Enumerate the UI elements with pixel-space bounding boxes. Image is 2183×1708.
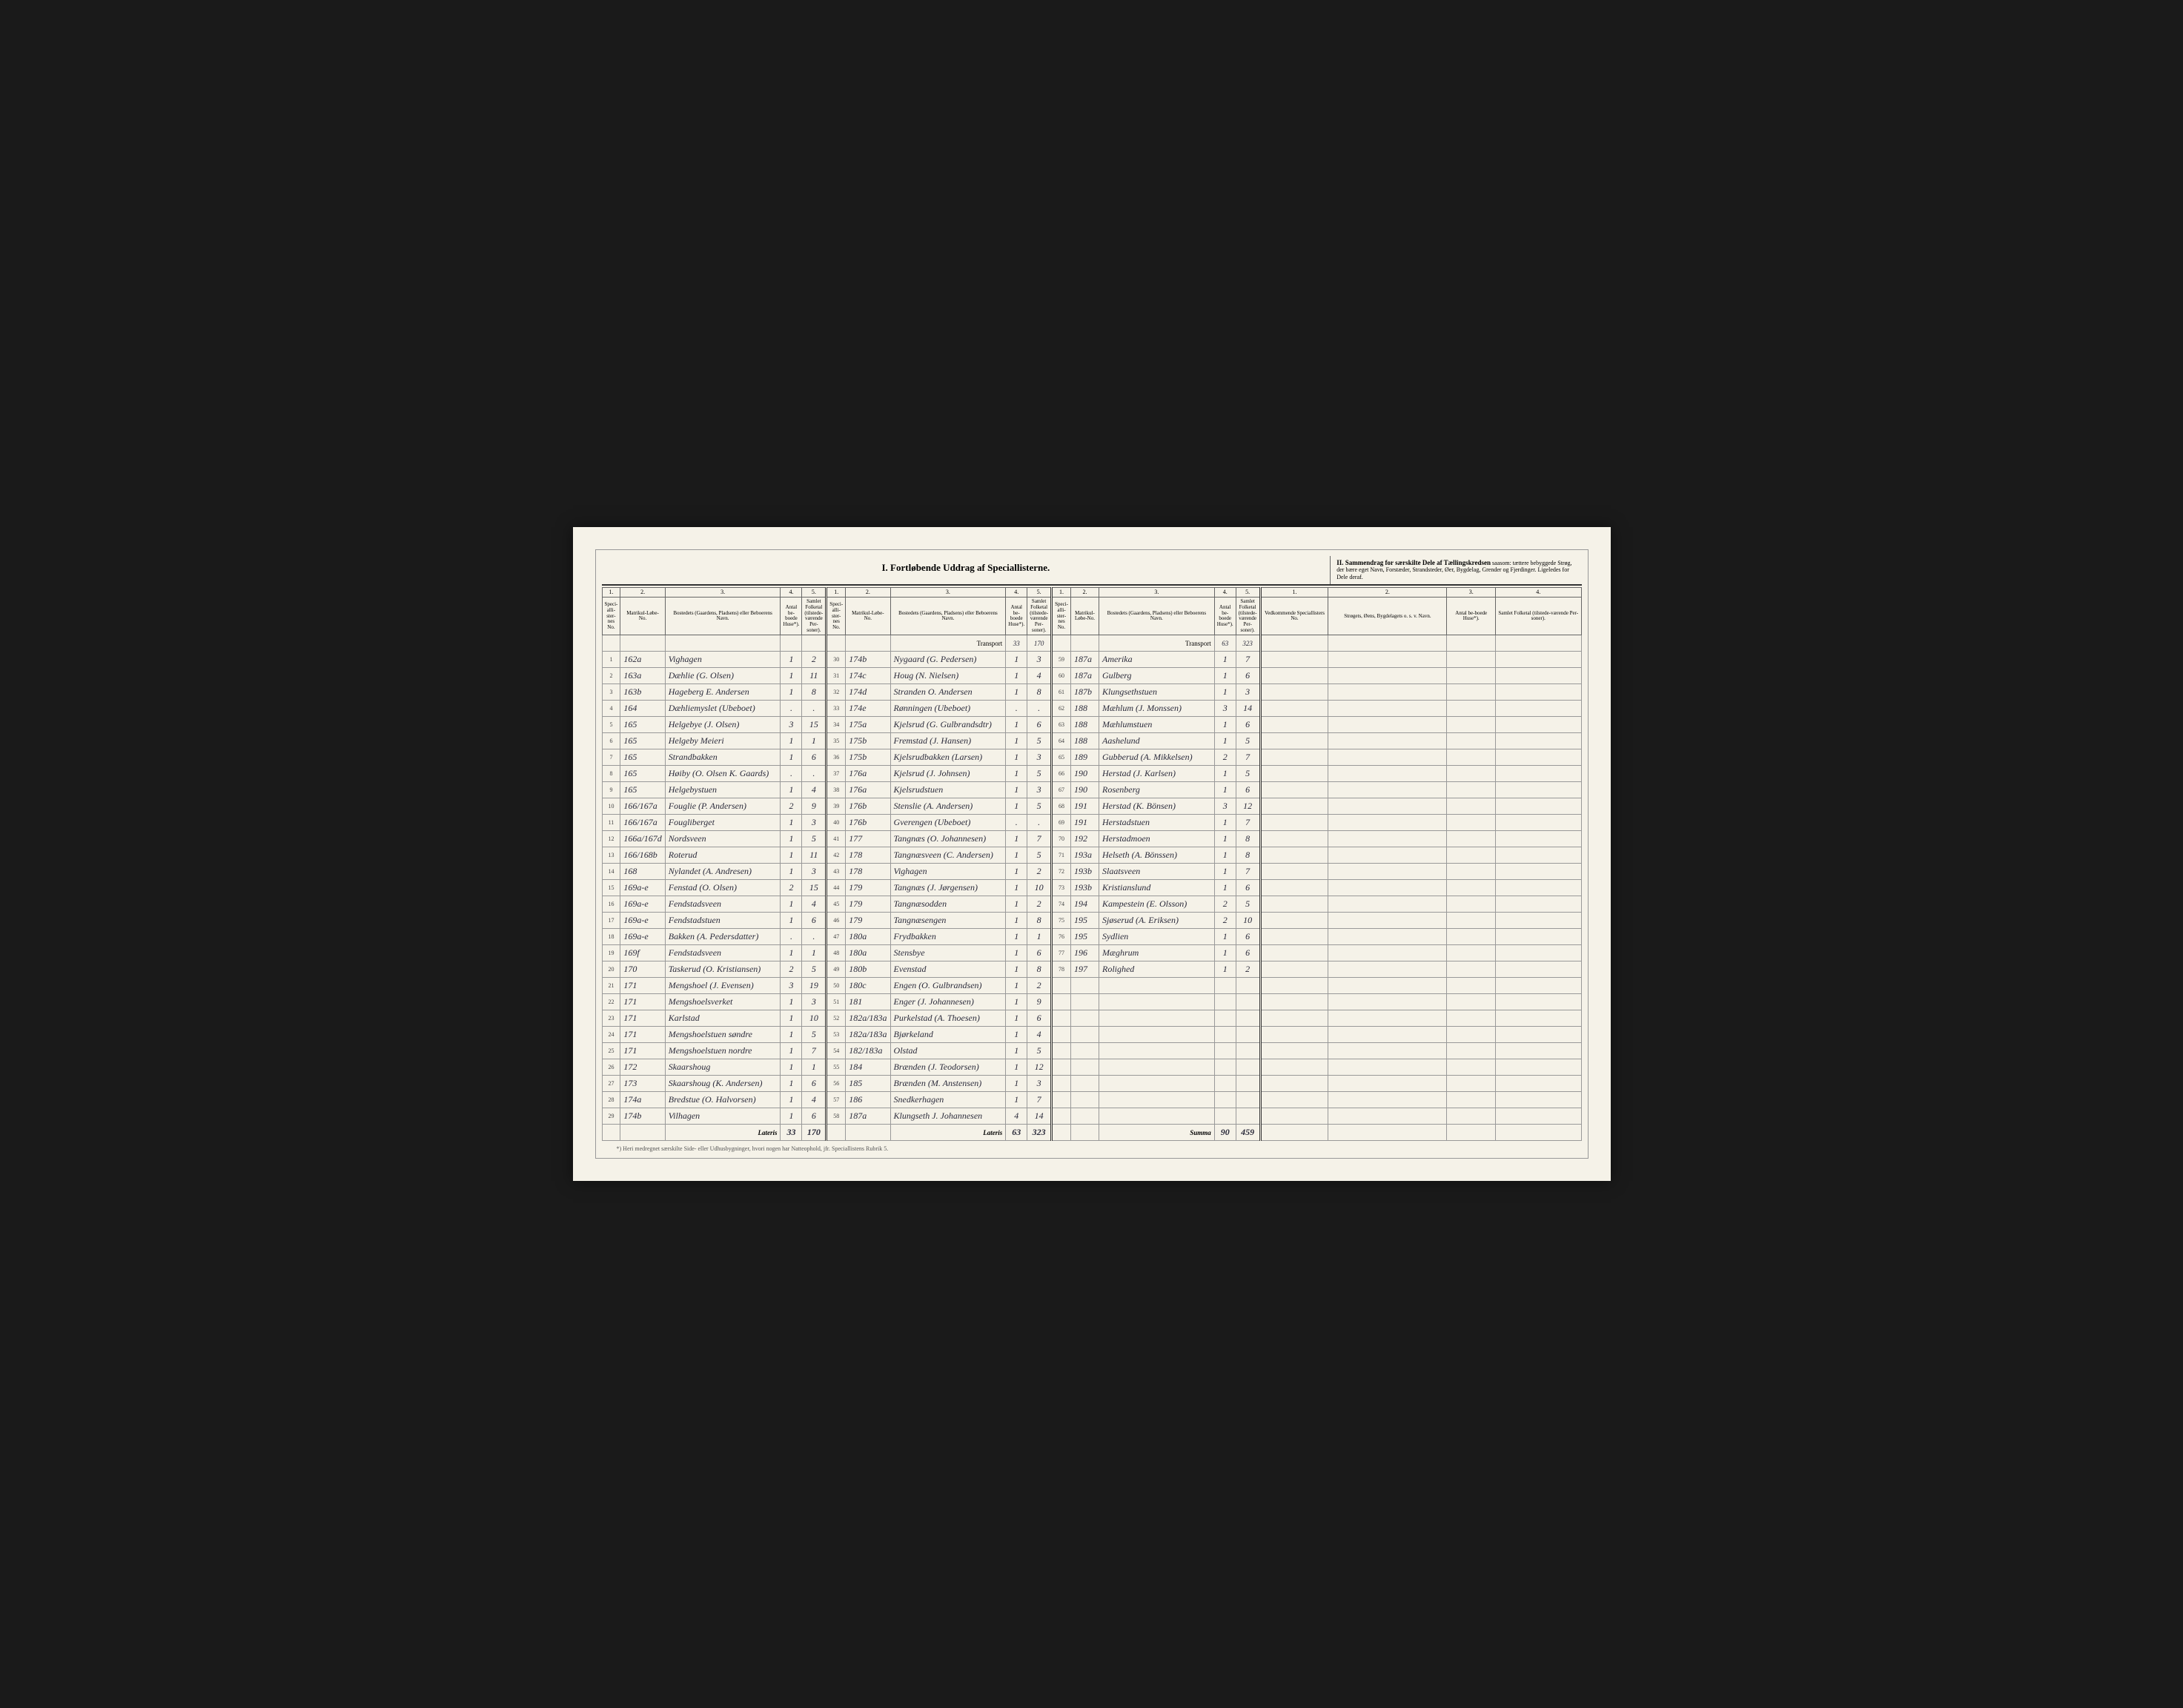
h-samlet: Samlet Folketal (tilstede-værende Per-so… — [802, 598, 827, 635]
transport-row: Transport33170Transport63323 — [602, 635, 1581, 652]
c2b: 2. — [846, 587, 890, 598]
h-samlet4: Samlet Folketal (tilstede-værende Per-so… — [1495, 598, 1581, 635]
c5c: 5. — [1236, 587, 1260, 598]
c4d: 4. — [1495, 587, 1581, 598]
table-row: 27173Skaarshoug (K. Andersen)1656185Bræn… — [602, 1076, 1581, 1092]
table-row: 4164Dæhliemyslet (Ubeboet)..33174eRønnin… — [602, 701, 1581, 717]
table-head: 1. 2. 3. 4. 5. 1. 2. 3. 4. 5. 1. 2. 3. 4… — [602, 587, 1581, 635]
table-row: 25171Mengshoelstuen nordre1754182/183aOl… — [602, 1043, 1581, 1059]
header-row: I. Fortløbende Uddrag af Speciallisterne… — [602, 556, 1582, 586]
h-vedkom: Vedkommende Speciallisters No. — [1260, 598, 1328, 635]
table-row: 17169a-eFendstadstuen1646179Tangnæsengen… — [602, 913, 1581, 929]
document-page: I. Fortløbende Uddrag af Speciallisterne… — [573, 527, 1611, 1182]
lateris-row: Lateris33170Lateris63323Summa90459 — [602, 1125, 1581, 1141]
table-row: 26172Skaarshoug1155184Brænden (J. Teodor… — [602, 1059, 1581, 1076]
table-row: 23171Karlstad11052182a/183aPurkelstad (A… — [602, 1010, 1581, 1027]
h-bosted: Bostedets (Gaardens, Pladsens) eller Beb… — [665, 598, 781, 635]
table-row: 1162aVighagen1230174bNygaard (G. Pederse… — [602, 652, 1581, 668]
table-row: 28174aBredstue (O. Halvorsen)1457186Sned… — [602, 1092, 1581, 1108]
table-row: 3163bHageberg E. Andersen1832174dStrande… — [602, 684, 1581, 701]
c4: 4. — [781, 587, 802, 598]
c5b: 5. — [1027, 587, 1052, 598]
h-antal3: Antal be-boede Huse*). — [1214, 598, 1236, 635]
h-matrikul: Matrikul-Løbe-No. — [620, 598, 665, 635]
h-matrikul3: Matrikul-Løbe-No. — [1070, 598, 1099, 635]
table-row: 7165Strandbakken1636175bKjelsrudbakken (… — [602, 749, 1581, 766]
h-stroget: Strøgets, Øens, Bygdelagets o. s. v. Nav… — [1328, 598, 1447, 635]
c3c: 3. — [1099, 587, 1214, 598]
section2-header: II. Sammendrag for særskilte Dele af Tæl… — [1331, 556, 1581, 584]
table-row: 19169fFendstadsveen1148180aStensbye16771… — [602, 945, 1581, 961]
h-matrikul2: Matrikul-Løbe-No. — [846, 598, 890, 635]
table-row: 22171Mengshoelsverket1351181Enger (J. Jo… — [602, 994, 1581, 1010]
c3b: 3. — [890, 587, 1006, 598]
footnote: *) Heri medregnet særskilte Side- eller … — [602, 1145, 1582, 1152]
h-special2: Speci-alli-ster-nes No. — [827, 598, 846, 635]
c2: 2. — [620, 587, 665, 598]
page-border: I. Fortløbende Uddrag af Speciallisterne… — [595, 549, 1589, 1159]
table-row: 15169a-eFenstad (O. Olsen)21544179Tangnæ… — [602, 880, 1581, 896]
table-row: 9165Helgebystuen1438176aKjelsrudstuen136… — [602, 782, 1581, 798]
table-row: 2163aDæhlie (G. Olsen)11131174cHoug (N. … — [602, 668, 1581, 684]
c1c: 1. — [1052, 587, 1071, 598]
table-row: 16169a-eFendstadsveen1445179Tangnæsodden… — [602, 896, 1581, 913]
table-row: 21171Mengshoel (J. Evensen)31950180cEnge… — [602, 978, 1581, 994]
section1-title: I. Fortløbende Uddrag af Speciallisterne… — [602, 556, 1331, 584]
table-row: 20170Taskerud (O. Kristiansen)2549180bEv… — [602, 961, 1581, 978]
table-row: 24171Mengshoelstuen søndre1553182a/183aB… — [602, 1027, 1581, 1043]
c2c: 2. — [1070, 587, 1099, 598]
h-antal2: Antal be-boede Huse*). — [1006, 598, 1027, 635]
c3: 3. — [665, 587, 781, 598]
c4c: 4. — [1214, 587, 1236, 598]
table-row: 13166/168bRoterud11142178Tangnæsveen (C.… — [602, 847, 1581, 864]
h-antal4: Antal be-boede Huse*). — [1447, 598, 1496, 635]
table-body: Transport33170Transport633231162aVighage… — [602, 635, 1581, 1141]
h-bosted2: Bostedets (Gaardens, Pladsens) eller Beb… — [890, 598, 1006, 635]
c1: 1. — [602, 587, 620, 598]
c1d: 1. — [1260, 587, 1328, 598]
c3d: 3. — [1447, 587, 1496, 598]
h-special: Speci-alli-ster-nes No. — [602, 598, 620, 635]
h-bosted3: Bostedets (Gaardens, Pladsens) eller Beb… — [1099, 598, 1214, 635]
table-row: 11166/167aFougliberget1340176bGverengen … — [602, 815, 1581, 831]
section2-title: II. Sammendrag for særskilte Dele af Tæl… — [1336, 559, 1491, 566]
c4b: 4. — [1006, 587, 1027, 598]
h-special3: Speci-alli-ster-nes No. — [1052, 598, 1071, 635]
c1b: 1. — [827, 587, 846, 598]
h-samlet3: Samlet Folketal (tilstede-værende Per-so… — [1236, 598, 1260, 635]
c2d: 2. — [1328, 587, 1447, 598]
table-row: 12166a/167dNordsveen1541177Tangnæs (O. J… — [602, 831, 1581, 847]
table-row: 5165Helgebye (J. Olsen)31534175aKjelsrud… — [602, 717, 1581, 733]
table-row: 10166/167aFouglie (P. Andersen)2939176bS… — [602, 798, 1581, 815]
table-row: 14168Nylandet (A. Andresen)1343178Vighag… — [602, 864, 1581, 880]
census-table: 1. 2. 3. 4. 5. 1. 2. 3. 4. 5. 1. 2. 3. 4… — [602, 587, 1582, 1142]
col-label-row: Speci-alli-ster-nes No. Matrikul-Løbe-No… — [602, 598, 1581, 635]
table-row: 8165Høiby (O. Olsen K. Gaards)..37176aKj… — [602, 766, 1581, 782]
table-row: 29174bVilhagen1658187aKlungseth J. Johan… — [602, 1108, 1581, 1125]
h-antal: Antal be-boede Huse*). — [781, 598, 802, 635]
col-num-row: 1. 2. 3. 4. 5. 1. 2. 3. 4. 5. 1. 2. 3. 4… — [602, 587, 1581, 598]
h-samlet2: Samlet Folketal (tilstede-værende Per-so… — [1027, 598, 1052, 635]
table-row: 6165Helgeby Meieri1135175bFremstad (J. H… — [602, 733, 1581, 749]
table-row: 18169a-eBakken (A. Pedersdatter)..47180a… — [602, 929, 1581, 945]
c5: 5. — [802, 587, 827, 598]
